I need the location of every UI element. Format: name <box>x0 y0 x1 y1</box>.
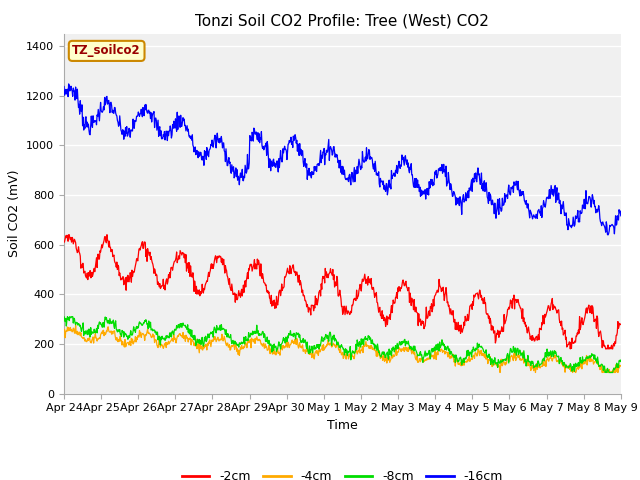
X-axis label: Time: Time <box>327 419 358 432</box>
Title: Tonzi Soil CO2 Profile: Tree (West) CO2: Tonzi Soil CO2 Profile: Tree (West) CO2 <box>195 13 490 28</box>
Text: TZ_soilco2: TZ_soilco2 <box>72 44 141 58</box>
Y-axis label: Soil CO2 (mV): Soil CO2 (mV) <box>8 170 20 257</box>
Legend: -2cm, -4cm, -8cm, -16cm: -2cm, -4cm, -8cm, -16cm <box>177 465 508 480</box>
